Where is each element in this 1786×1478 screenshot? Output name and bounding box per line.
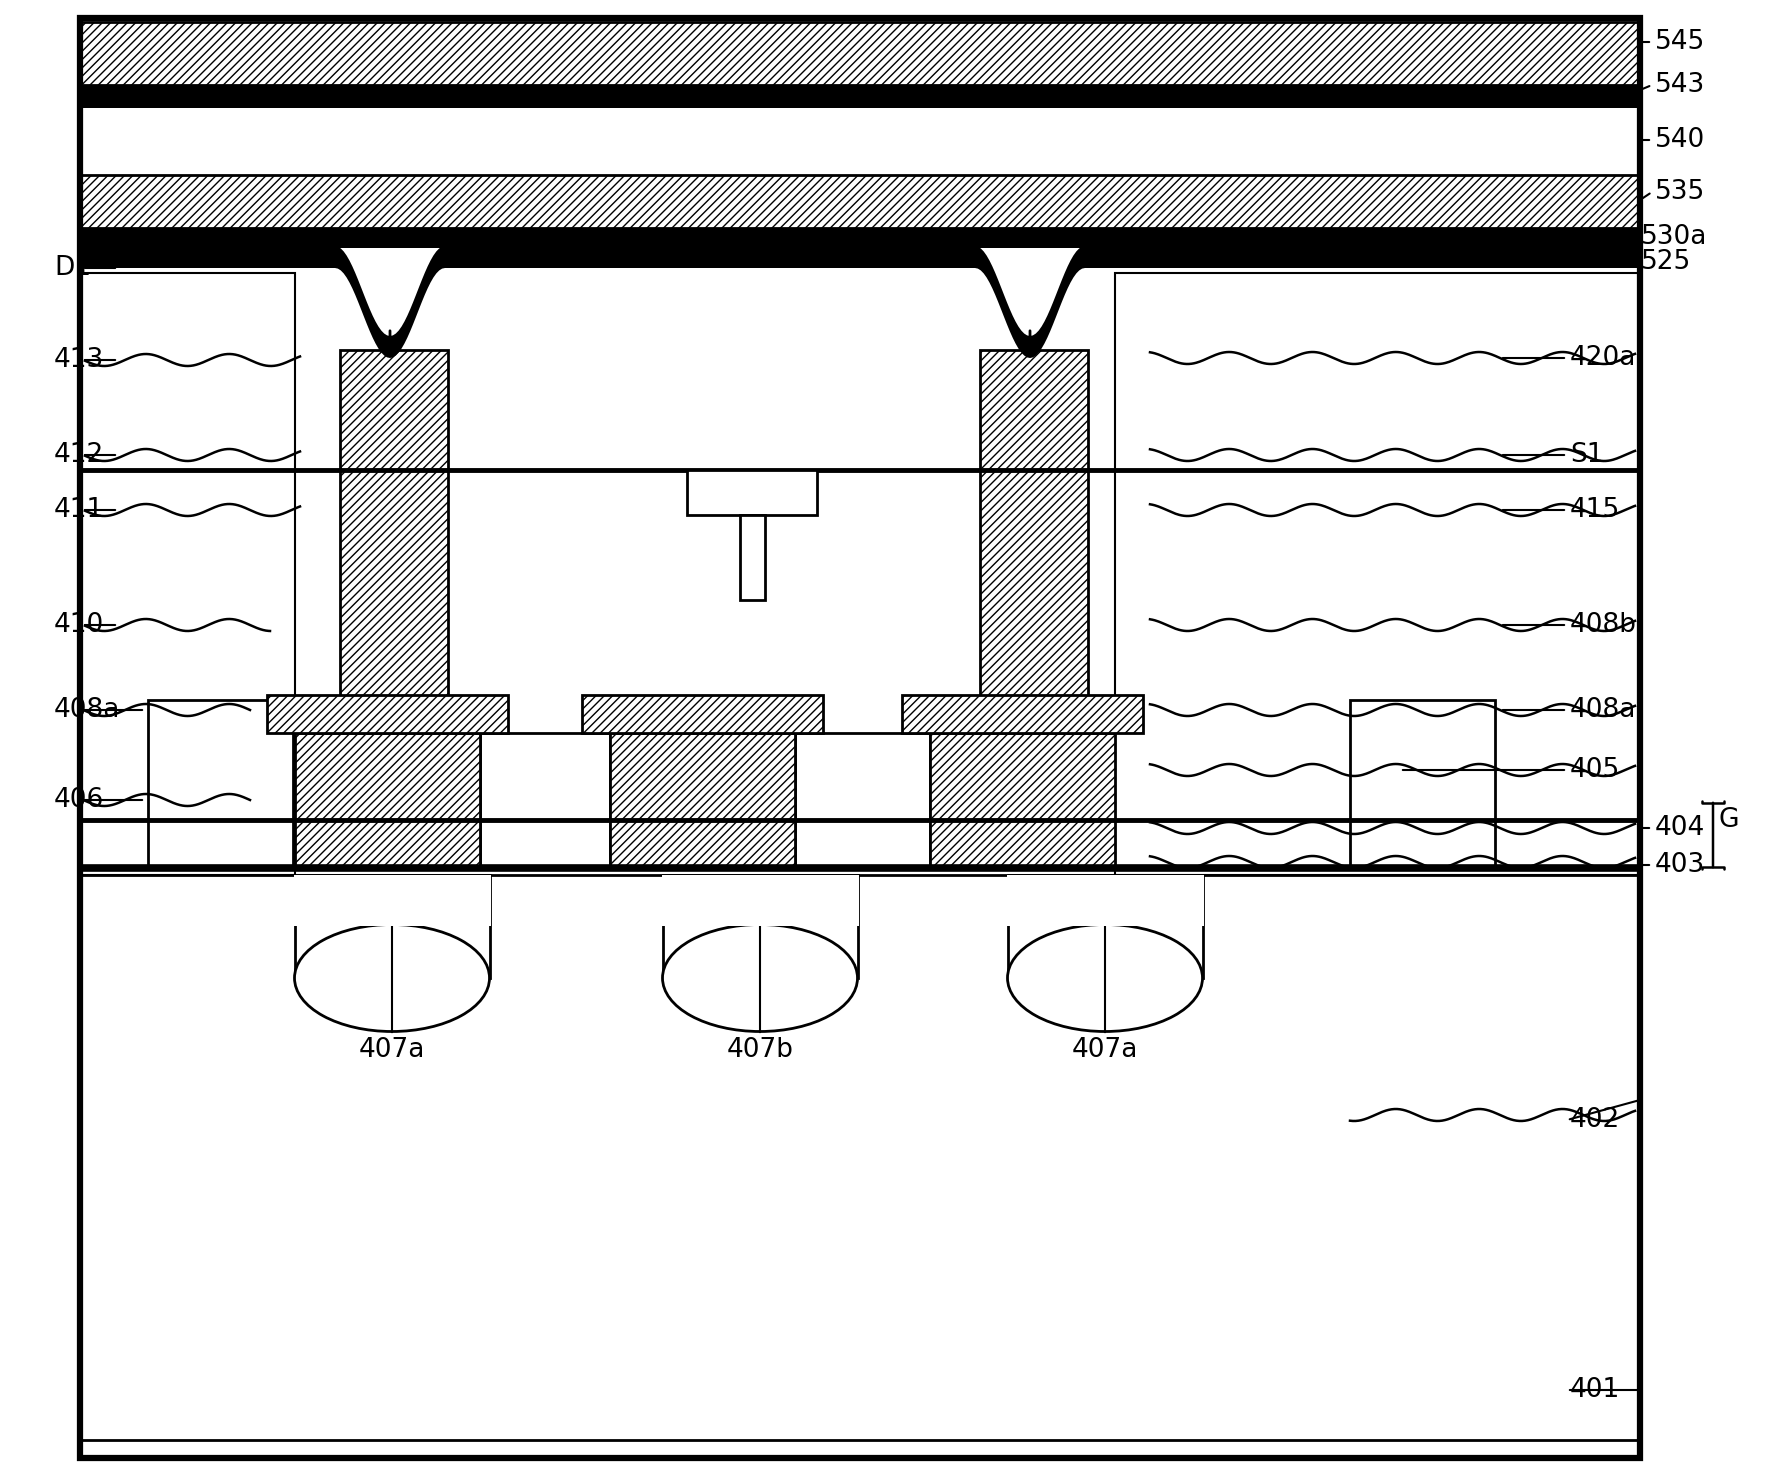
- Text: 411: 411: [54, 497, 104, 523]
- Text: 535: 535: [1656, 179, 1706, 205]
- Text: 410: 410: [54, 612, 104, 638]
- Text: 415: 415: [1570, 497, 1620, 523]
- Text: 401: 401: [1570, 1377, 1620, 1403]
- Text: 405: 405: [1570, 757, 1620, 783]
- Bar: [688, 470, 816, 514]
- Text: 408a: 408a: [54, 698, 120, 723]
- Text: 408b: 408b: [1570, 612, 1638, 638]
- Text: 406: 406: [54, 786, 104, 813]
- Bar: [663, 875, 857, 978]
- Bar: [1114, 273, 1640, 875]
- Bar: [80, 18, 1640, 1457]
- Text: 407b: 407b: [727, 1038, 793, 1063]
- Bar: [1007, 875, 1204, 927]
- Bar: [80, 875, 1640, 1440]
- Text: 407a: 407a: [359, 1038, 425, 1063]
- Bar: [795, 733, 931, 868]
- Ellipse shape: [295, 925, 489, 1032]
- Bar: [981, 350, 1088, 733]
- Ellipse shape: [1007, 925, 1202, 1032]
- Text: G: G: [1718, 807, 1738, 834]
- Text: 408a: 408a: [1570, 698, 1636, 723]
- Text: D1: D1: [54, 256, 91, 281]
- Bar: [80, 22, 1640, 86]
- Bar: [80, 228, 1640, 248]
- Bar: [295, 875, 489, 978]
- Bar: [663, 875, 859, 927]
- Bar: [148, 701, 293, 868]
- Bar: [611, 733, 795, 868]
- Bar: [480, 733, 611, 868]
- Text: 412: 412: [54, 442, 104, 469]
- Bar: [739, 514, 764, 600]
- Bar: [266, 695, 507, 733]
- Text: S1: S1: [1570, 442, 1604, 469]
- Bar: [80, 174, 1640, 228]
- Text: 530a: 530a: [1641, 225, 1707, 250]
- Bar: [1350, 701, 1495, 868]
- Text: 543: 543: [1656, 72, 1706, 98]
- Text: 545: 545: [1656, 30, 1706, 55]
- Text: 420a: 420a: [1570, 344, 1636, 371]
- Text: 402: 402: [1570, 1107, 1620, 1134]
- Bar: [931, 733, 1114, 868]
- Ellipse shape: [663, 925, 857, 1032]
- Bar: [80, 273, 295, 875]
- Bar: [902, 695, 1143, 733]
- Bar: [80, 18, 1640, 1457]
- Text: 413: 413: [54, 347, 104, 372]
- Text: 540: 540: [1656, 127, 1706, 154]
- Text: 407a: 407a: [1072, 1038, 1138, 1063]
- Bar: [80, 86, 1640, 108]
- Bar: [339, 350, 448, 733]
- Text: 525: 525: [1641, 248, 1691, 275]
- Bar: [1007, 875, 1204, 978]
- Text: 403: 403: [1656, 851, 1706, 878]
- Polygon shape: [80, 245, 1640, 358]
- Bar: [582, 695, 823, 733]
- Text: 404: 404: [1656, 814, 1706, 841]
- Bar: [295, 733, 480, 868]
- Bar: [295, 875, 491, 927]
